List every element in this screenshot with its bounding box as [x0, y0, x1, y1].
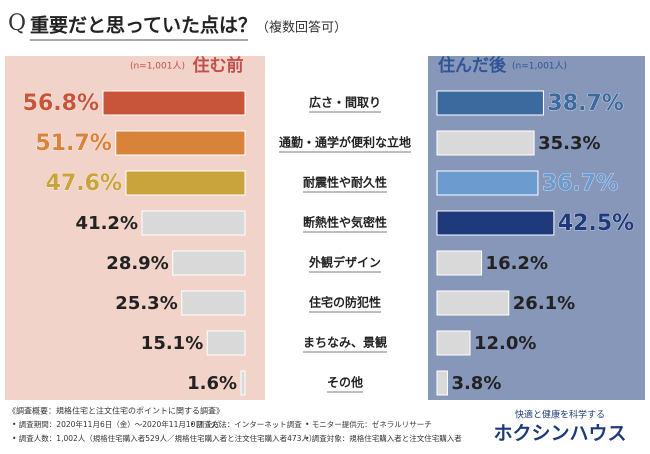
right-header: 住んだ後 [438, 55, 507, 76]
bar [115, 130, 246, 156]
value-label: 41.2% [76, 213, 138, 234]
value-label: 51.7% [35, 131, 111, 156]
bar [102, 90, 246, 116]
category-label: まちなみ、景観 [303, 335, 387, 350]
left-sample: (n=1,001人) [130, 61, 185, 72]
bar [181, 290, 246, 316]
value-label: 26.1% [513, 293, 575, 314]
value-label: 3.8% [451, 373, 501, 394]
bar [436, 90, 544, 116]
chart-title: 重要だと思っていた点は？ [30, 15, 257, 37]
value-label: 42.5% [558, 211, 634, 236]
category-label: 通勤・通学が便利な立地 [279, 135, 411, 150]
brand-logo: ホクシンハウス [493, 423, 626, 445]
footer-item: • 調査対象：規格住宅購入者と注文住宅購入者 [305, 433, 462, 443]
footer-item: • 調査期間：2020年11月6日（金）～2020年11月10日（火） [12, 419, 225, 429]
chart-note: （複数回答可） [256, 20, 347, 36]
right-sample: (n=1,001人) [512, 61, 567, 72]
bar [436, 330, 471, 356]
bar [436, 370, 448, 396]
category-label: その他 [327, 375, 363, 390]
value-label: 15.1% [141, 333, 203, 354]
value-label: 28.9% [106, 253, 168, 274]
bar [436, 290, 510, 316]
bar [436, 170, 539, 196]
value-label: 35.3% [538, 133, 600, 154]
footer-heading: 《調査概要：規格住宅と注文住宅のポイントに関する調査》 [8, 406, 224, 416]
bar [172, 250, 246, 276]
bar [240, 370, 246, 396]
value-label: 12.0% [474, 333, 536, 354]
question-mark: Q [8, 11, 26, 36]
value-label: 47.6% [46, 171, 122, 196]
bar [206, 330, 246, 356]
footer-item: • 調査方法：インターネット調査 [190, 419, 302, 429]
value-label: 25.3% [115, 293, 177, 314]
category-label: 住宅の防犯性 [309, 295, 381, 310]
bar [436, 210, 555, 236]
category-label: 断熱性や気密性 [303, 215, 387, 230]
bar [125, 170, 246, 196]
value-label: 16.2% [486, 253, 548, 274]
value-label: 1.6% [187, 373, 237, 394]
left-header: 住む前 [193, 55, 244, 76]
bar [141, 210, 246, 236]
value-label: 38.7% [547, 91, 623, 116]
value-label: 56.8% [23, 91, 99, 116]
bar [436, 130, 535, 156]
bar [436, 250, 483, 276]
category-label: 広さ・間取り [309, 95, 381, 110]
value-label: 36.7% [542, 171, 618, 196]
footer-item: • モニター提供元：ゼネラルリサーチ [305, 419, 432, 429]
category-label: 外観デザイン [309, 255, 381, 270]
footer-item: • 調査人数：1,002人（規格住宅購入者529人／規格住宅購入者と注文住宅購入… [12, 433, 316, 443]
tagline: 快適と健康を科学する [515, 409, 605, 421]
category-label: 耐震性や耐久性 [303, 175, 387, 190]
